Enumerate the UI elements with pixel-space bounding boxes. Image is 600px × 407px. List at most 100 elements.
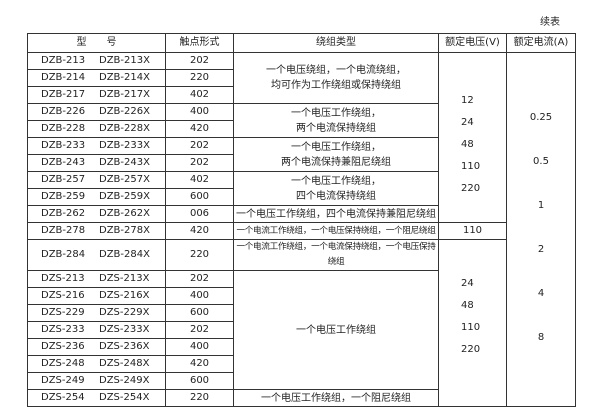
model-x-name: DZS-249X: [99, 375, 150, 386]
current-value: 1: [537, 200, 545, 211]
voltage-value: 48: [461, 300, 474, 311]
table-row: DZS-248 DZS-248X 420: [27, 355, 576, 373]
header-contact: 触点形式: [165, 33, 234, 53]
model-name: DZS-248: [41, 358, 85, 369]
contact-cell: 600: [165, 304, 234, 322]
voltage-cell: 12 24 48 110 220: [438, 52, 507, 223]
model-x-name: DZS-236X: [99, 341, 150, 352]
model-name: DZB-284: [41, 249, 86, 260]
winding-type-cell: 一个电流工作绕组，一个电压保持绕组，一个阻尼绕组: [233, 222, 439, 240]
voltage-value: 220: [461, 183, 481, 194]
model-name: DZS-213: [41, 273, 85, 284]
model-cell: DZS-249 DZS-249X: [27, 372, 166, 390]
contact-cell: 220: [165, 389, 234, 407]
model-name: DZS-249: [41, 375, 85, 386]
model-cell: DZS-248 DZS-248X: [27, 355, 166, 373]
model-name: DZB-233: [41, 140, 86, 151]
current-value: 8: [537, 332, 545, 343]
winding-line: 一个电压工作绕组，四个电流保持兼阻尼绕组: [236, 208, 436, 220]
model-cell: DZB-226 DZB-226X: [27, 103, 166, 121]
contact-cell: 402: [165, 171, 234, 189]
voltage-value: 48: [461, 139, 474, 150]
winding-line: 一个电流工作绕组，一个电流保持绕组，一个电压保持绕组: [236, 242, 436, 267]
winding-type-cell: 一个电压工作绕组， 两个电流保持绕组: [233, 103, 439, 138]
model-cell: DZB-257 DZB-257X: [27, 171, 166, 189]
contact-cell: 402: [165, 86, 234, 104]
model-name: DZB-214: [41, 72, 86, 83]
contact-cell: 202: [165, 137, 234, 155]
model-cell: DZB-213 DZB-213X: [27, 52, 166, 70]
model-name: DZB-257: [41, 174, 86, 185]
model-x-name: DZB-278X: [99, 225, 150, 236]
voltage-value: 24: [461, 117, 474, 128]
model-x-name: DZS-233X: [99, 324, 150, 335]
model-cell: DZB-214 DZB-214X: [27, 69, 166, 87]
contact-cell: 202: [165, 52, 234, 70]
model-name: DZB-243: [41, 157, 86, 168]
winding-line: 四个电流保持绕组: [296, 190, 376, 202]
model-x-name: DZB-213X: [99, 55, 150, 66]
winding-type-cell: 一个电压工作绕组，四个电流保持兼阻尼绕组: [233, 205, 439, 223]
model-x-name: DZB-226X: [99, 106, 150, 117]
voltage-value: 12: [461, 95, 474, 106]
table-row: DZB-213 DZB-213X 202 一个电压绕组，一个电流绕组， 均可作为工作绕组…: [27, 52, 576, 407]
contact-cell: 420: [165, 120, 234, 138]
winding-line: 一个电压工作绕组，: [291, 141, 381, 153]
model-cell: DZS-233 DZS-233X: [27, 321, 166, 339]
winding-type-cell: 一个电流工作绕组，一个电流保持绕组，一个电压保持绕组: [233, 239, 439, 271]
contact-cell: 220: [165, 239, 234, 271]
model-x-name: DZB-257X: [99, 174, 150, 185]
table-row: DZB-257 DZB-257X 402 一个电压工作绕组， 四个电流保持绕组: [27, 171, 576, 206]
model-cell: DZB-262 DZB-262X: [27, 205, 166, 223]
table-row: DZB-262 DZB-262X 006 一个电压工作绕组，四个电流保持兼阻尼绕组: [27, 205, 576, 223]
model-x-name: DZB-262X: [99, 208, 150, 219]
model-x-name: DZB-233X: [99, 140, 150, 151]
winding-type-cell: 一个电压绕组，一个电流绕组， 均可作为工作绕组或保持绕组: [233, 52, 439, 104]
header-winding: 绕组类型: [233, 33, 439, 53]
model-name: DZS-254: [41, 392, 85, 403]
model-cell: DZB-217 DZB-217X: [27, 86, 166, 104]
table-row: DZB-217 DZB-217X 402: [27, 86, 576, 104]
model-x-name: DZS-229X: [99, 307, 150, 318]
voltage-value: 110: [461, 161, 481, 172]
contact-cell: 006: [165, 205, 234, 223]
voltage-cell: 110: [438, 222, 507, 240]
contact-cell: 400: [165, 287, 234, 305]
table-row: DZB-284 DZB-284X 220 一个电流工作绕组，一个电流保持绕组，一个电压…: [27, 239, 576, 407]
model-x-name: DZB-243X: [99, 157, 150, 168]
voltage-value: 220: [461, 344, 481, 355]
header-model: 型 号: [27, 33, 166, 53]
model-name: DZS-229: [41, 307, 85, 318]
model-x-name: DZB-217X: [99, 89, 150, 100]
contact-cell: 202: [165, 321, 234, 339]
model-cell: DZS-229 DZS-229X: [27, 304, 166, 322]
winding-type-cell: 一个电压工作绕组，一个阻尼绕组: [233, 389, 439, 407]
contact-cell: 400: [165, 103, 234, 121]
voltage-value: 110: [461, 322, 481, 333]
model-x-name: DZS-248X: [99, 358, 150, 369]
voltage-cell: 24 48 110 220: [438, 239, 507, 407]
contact-cell: 600: [165, 372, 234, 390]
winding-line: 一个电压工作绕组: [296, 324, 376, 336]
winding-line: 一个电压工作绕组，一个阻尼绕组: [261, 392, 411, 404]
model-name: DZB-228: [41, 123, 86, 134]
model-name: DZB-217: [41, 89, 86, 100]
model-x-name: DZB-228X: [99, 123, 150, 134]
model-name: DZS-236: [41, 341, 85, 352]
contact-cell: 420: [165, 355, 234, 373]
model-cell: DZS-213 DZS-213X: [27, 270, 166, 288]
model-name: DZB-226: [41, 106, 86, 117]
contact-cell: 202: [165, 270, 234, 288]
current-value: 0.25: [529, 112, 553, 123]
current-value: 0.5: [533, 156, 549, 167]
relay-spec-table: 型 号 触点形式 绕组类型 额定电压(V) 额定电流(A) DZB-213 DZB…: [27, 33, 576, 407]
table-row: DZB-214 DZB-214X 220: [27, 69, 576, 87]
model-name: DZB-213: [41, 55, 86, 66]
voltage-value: 24: [461, 278, 474, 289]
model-cell: DZB-259 DZB-259X: [27, 188, 166, 206]
model-x-name: DZB-284X: [99, 249, 150, 260]
contact-cell: 202: [165, 154, 234, 172]
model-name: DZB-262: [41, 208, 86, 219]
model-cell: DZB-284 DZB-284X: [27, 239, 166, 271]
winding-line: 均可作为工作绕组或保持绕组: [271, 80, 401, 91]
